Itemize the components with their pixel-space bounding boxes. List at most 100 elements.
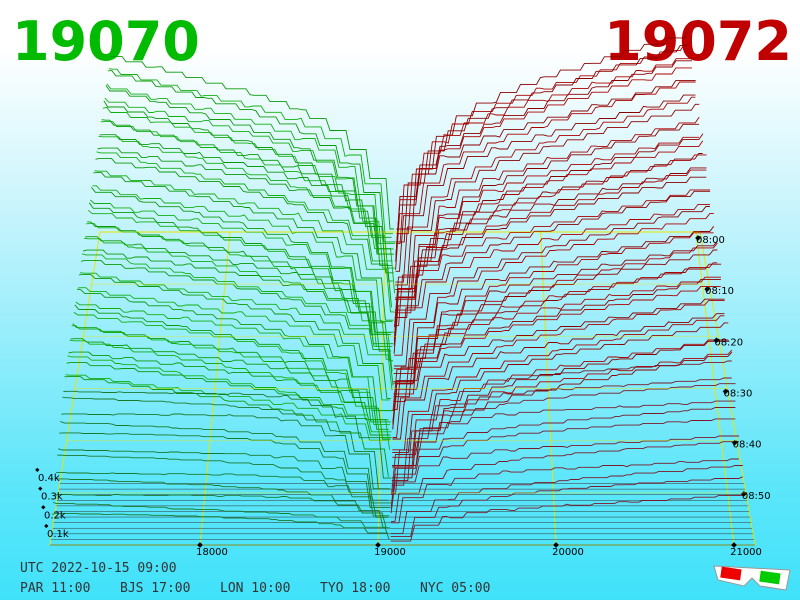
time-tick-label: 08:50 bbox=[742, 491, 771, 502]
price-tick bbox=[375, 542, 381, 548]
price-tick-label: 18000 bbox=[196, 547, 228, 558]
ask-depth-line bbox=[392, 339, 729, 458]
bid-depth-line bbox=[52, 502, 390, 540]
ask-depth-line bbox=[391, 360, 732, 481]
price-grid-line bbox=[695, 231, 735, 546]
time-tick-label: 08:20 bbox=[714, 337, 743, 348]
ask-price: 19072 bbox=[604, 10, 792, 73]
ask-depth-line bbox=[392, 340, 729, 466]
bid-depth-line bbox=[104, 97, 393, 255]
bid-depth-line bbox=[76, 288, 393, 412]
bid-depth-line bbox=[73, 311, 390, 426]
ask-depth-line bbox=[395, 116, 700, 291]
bid-depth-line bbox=[64, 376, 389, 477]
ask-depth-line bbox=[396, 31, 689, 230]
bid-depth-line bbox=[93, 172, 394, 321]
bid-depth-line bbox=[105, 85, 394, 255]
depth-tick-label: 0.1k bbox=[47, 529, 69, 540]
price-grid-line bbox=[540, 231, 557, 546]
bid-price: 19070 bbox=[12, 10, 200, 73]
bid-depth-line bbox=[103, 100, 392, 266]
ask-depth-line bbox=[391, 400, 736, 495]
bid-depth-line bbox=[100, 121, 393, 282]
depth-tick bbox=[38, 486, 43, 491]
bid-depth-line bbox=[107, 70, 396, 243]
time-tick bbox=[741, 491, 747, 497]
bid-depth-line bbox=[61, 413, 390, 490]
bid-depth-line bbox=[67, 355, 392, 433]
bid-depth-line bbox=[69, 339, 391, 450]
ask-depth-line bbox=[396, 43, 689, 235]
bid-depth-line bbox=[79, 272, 393, 391]
bid-depth-line bbox=[101, 119, 394, 274]
glasses-icon bbox=[713, 565, 791, 591]
ask-depth-line bbox=[390, 418, 736, 509]
price-tick-label: 21000 bbox=[730, 547, 762, 558]
ask-depth-line bbox=[395, 60, 692, 255]
bid-depth-line bbox=[88, 202, 394, 345]
ask-depth-line bbox=[393, 240, 718, 384]
bid-depth-line bbox=[63, 390, 392, 479]
depth-tick-label: 0.4k bbox=[38, 473, 60, 484]
ask-depth-line bbox=[395, 96, 696, 283]
zone-time: PAR 11:00 bbox=[20, 581, 90, 596]
ask-depth-line bbox=[390, 465, 743, 535]
ask-depth-line bbox=[395, 136, 699, 300]
price-tick bbox=[731, 542, 737, 548]
zone-time: NYC 05:00 bbox=[420, 581, 490, 596]
bid-depth-line bbox=[66, 361, 391, 436]
bid-depth-line bbox=[84, 237, 393, 372]
ask-depth-line bbox=[395, 67, 692, 257]
ask-depth-line bbox=[393, 232, 714, 383]
bid-depth-line bbox=[51, 512, 388, 534]
ask-depth-line bbox=[393, 213, 714, 370]
bid-depth-line bbox=[109, 55, 394, 230]
bid-depth-line bbox=[55, 477, 388, 529]
ask-depth-line bbox=[395, 103, 700, 286]
ask-depth-line bbox=[393, 169, 707, 339]
bid-depth-line bbox=[106, 83, 395, 244]
bid-depth-line bbox=[80, 259, 394, 386]
ask-depth-line bbox=[395, 123, 700, 299]
bid-depth-line bbox=[72, 323, 389, 430]
bid-depth-line bbox=[96, 151, 393, 262]
bid-depth-line bbox=[70, 338, 391, 440]
bid-depth-line bbox=[92, 185, 393, 323]
bid-depth-line bbox=[85, 236, 394, 362]
zone-time: BJS 17:00 bbox=[120, 581, 190, 596]
bid-depth-line bbox=[97, 147, 394, 250]
zone-time: LON 10:00 bbox=[220, 581, 290, 596]
bid-depth-line bbox=[98, 135, 396, 294]
depth-tick bbox=[44, 523, 49, 529]
ask-depth-line bbox=[390, 407, 736, 506]
ask-depth-line bbox=[396, 45, 689, 243]
bid-depth-line bbox=[68, 351, 389, 421]
bid-depth-line bbox=[65, 374, 390, 441]
time-tick-label: 08:00 bbox=[696, 235, 725, 246]
depth-tick-label: 0.2k bbox=[44, 510, 66, 521]
time-tick bbox=[713, 337, 720, 344]
bid-depth-line bbox=[86, 223, 391, 360]
time-tick-label: 08:30 bbox=[724, 389, 753, 400]
bid-depth-line bbox=[102, 106, 395, 269]
ask-depth-line bbox=[392, 300, 725, 438]
ask-depth-line bbox=[395, 94, 696, 272]
ask-depth-line bbox=[393, 206, 710, 367]
zone-time: TYO 18:00 bbox=[320, 581, 390, 596]
ask-depth-line bbox=[393, 242, 718, 395]
ask-depth-line bbox=[392, 322, 729, 454]
ask-depth-line bbox=[394, 203, 710, 356]
bid-depth-line bbox=[59, 432, 392, 504]
ask-depth-line bbox=[392, 298, 725, 430]
ask-depth-line bbox=[396, 58, 693, 244]
bid-depth-line bbox=[108, 68, 393, 235]
bid-depth-line bbox=[75, 301, 392, 411]
ask-depth-line bbox=[392, 285, 721, 425]
ask-depth-line bbox=[392, 276, 721, 412]
bid-depth-line bbox=[91, 187, 392, 333]
ask-depth-line bbox=[394, 133, 704, 311]
bid-depth-line bbox=[81, 253, 390, 347]
bid-depth-line bbox=[94, 170, 395, 313]
ask-depth-line bbox=[393, 190, 711, 354]
